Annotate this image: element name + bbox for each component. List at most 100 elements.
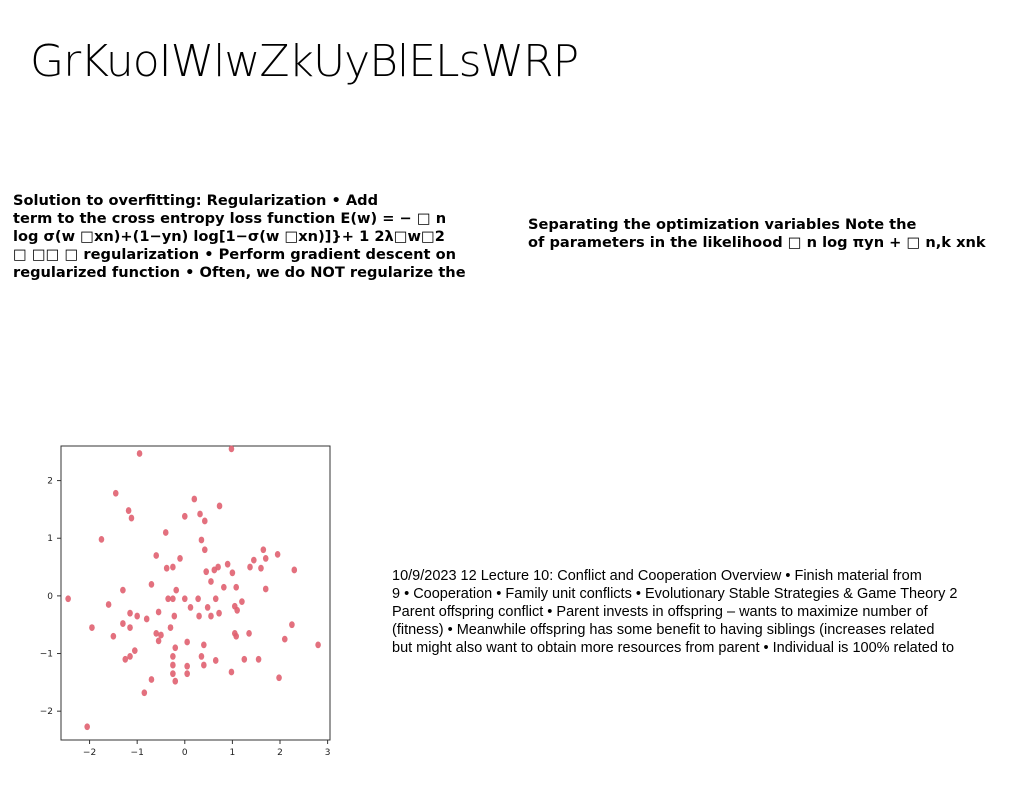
data-point [171,612,178,620]
data-point [247,563,253,571]
data-point [281,635,288,643]
text-line: Parent offspring conflict • Parent inves… [392,604,928,620]
data-point [212,657,219,664]
data-point [203,568,210,576]
data-point [195,595,201,603]
data-point [65,595,71,603]
data-point [153,629,160,637]
data-point [224,560,231,568]
data-point [165,595,171,603]
data-point [246,629,252,637]
data-point [216,609,222,617]
data-point [148,676,155,683]
y-tick-label: 1 [47,534,53,544]
data-point [197,510,203,518]
data-point [112,489,119,497]
text-line: log σ(w □xn)+(1−yn) log[1−σ(w □xn)]}+ 1 … [13,228,445,245]
scatter-chart: −2 −1 0 1 2 3 2 1 0 −1 −2 [30,436,340,770]
data-point [172,644,179,652]
data-point [170,670,176,678]
data-point [198,536,205,544]
data-point [128,514,135,522]
y-tick-label: −2 [40,707,53,717]
data-point [208,612,214,620]
data-point [153,552,160,559]
data-point [187,604,194,611]
data-point [127,653,133,660]
data-point [148,580,155,588]
data-point [122,655,129,663]
scatter-plot-svg: −2 −1 0 1 2 3 2 1 0 −1 −2 [40,445,331,758]
x-tick-label: −2 [83,748,96,758]
x-tick-label: 1 [230,748,236,758]
data-point [204,604,211,611]
data-point [196,612,202,620]
data-point [201,517,208,525]
data-point [221,583,227,591]
data-point [239,598,245,606]
data-point [212,595,219,603]
data-point [170,595,176,603]
data-point [155,637,162,645]
data-point [127,624,133,631]
data-point [167,624,174,631]
data-point [262,555,269,562]
data-point [170,563,176,571]
data-point [134,612,140,620]
data-point [170,661,176,669]
data-point [155,608,162,616]
text-line: Solution to overfitting: Regularization … [13,192,379,209]
data-point [98,535,105,543]
data-point [125,507,132,514]
data-point [231,629,238,637]
data-point [255,655,262,663]
data-point [191,495,198,503]
data-point [173,586,180,594]
data-point [127,609,133,617]
x-tick-label: −1 [131,748,144,758]
data-point [141,689,148,697]
y-tick-label: 0 [47,592,53,602]
data-point [105,601,112,608]
text-line: (fitness) • Meanwhile offspring has some… [392,622,935,638]
data-point [216,502,223,510]
data-point [181,512,188,520]
data-point [120,586,126,594]
data-point [131,647,138,655]
data-point [184,638,190,646]
data-point [201,546,208,554]
data-point [289,621,295,629]
data-point [201,641,207,649]
data-point [89,624,95,631]
data-point [208,578,214,585]
data-point [276,674,282,682]
data-point [233,583,240,591]
lecture-text-block: 10/9/2023 12 Lecture 10: Conflict and Co… [392,567,1024,657]
data-point [234,606,240,614]
data-point [143,615,150,623]
optimization-text-block: Separating the optimization variables No… [528,216,1024,252]
data-point [163,564,170,572]
data-point [260,546,267,554]
regularization-text-block: Solution to overfitting: Regularization … [13,192,513,282]
text-line: 9 • Cooperation • Family unit conflicts … [392,586,958,602]
x-tick-label: 0 [182,748,188,758]
text-line: 10/9/2023 12 Lecture 10: Conflict and Co… [392,568,922,584]
text-line: Separating the optimization variables No… [528,216,917,233]
data-point [258,564,264,572]
data-point [172,677,179,685]
plot-frame [60,445,331,741]
data-point [228,668,235,676]
x-tick-label: 3 [325,748,331,758]
text-line: regularized function • Often, we do NOT … [13,264,466,281]
data-point [120,620,126,627]
data-point [110,632,117,640]
y-tick-label: 2 [47,477,53,487]
text-line: of parameters in the likelihood □ n log … [528,234,986,251]
y-tick-label: −1 [40,650,53,660]
data-point [158,631,164,639]
data-point [198,653,205,660]
x-tick-label: 2 [277,748,283,758]
data-point [251,556,257,564]
data-point [274,550,281,558]
